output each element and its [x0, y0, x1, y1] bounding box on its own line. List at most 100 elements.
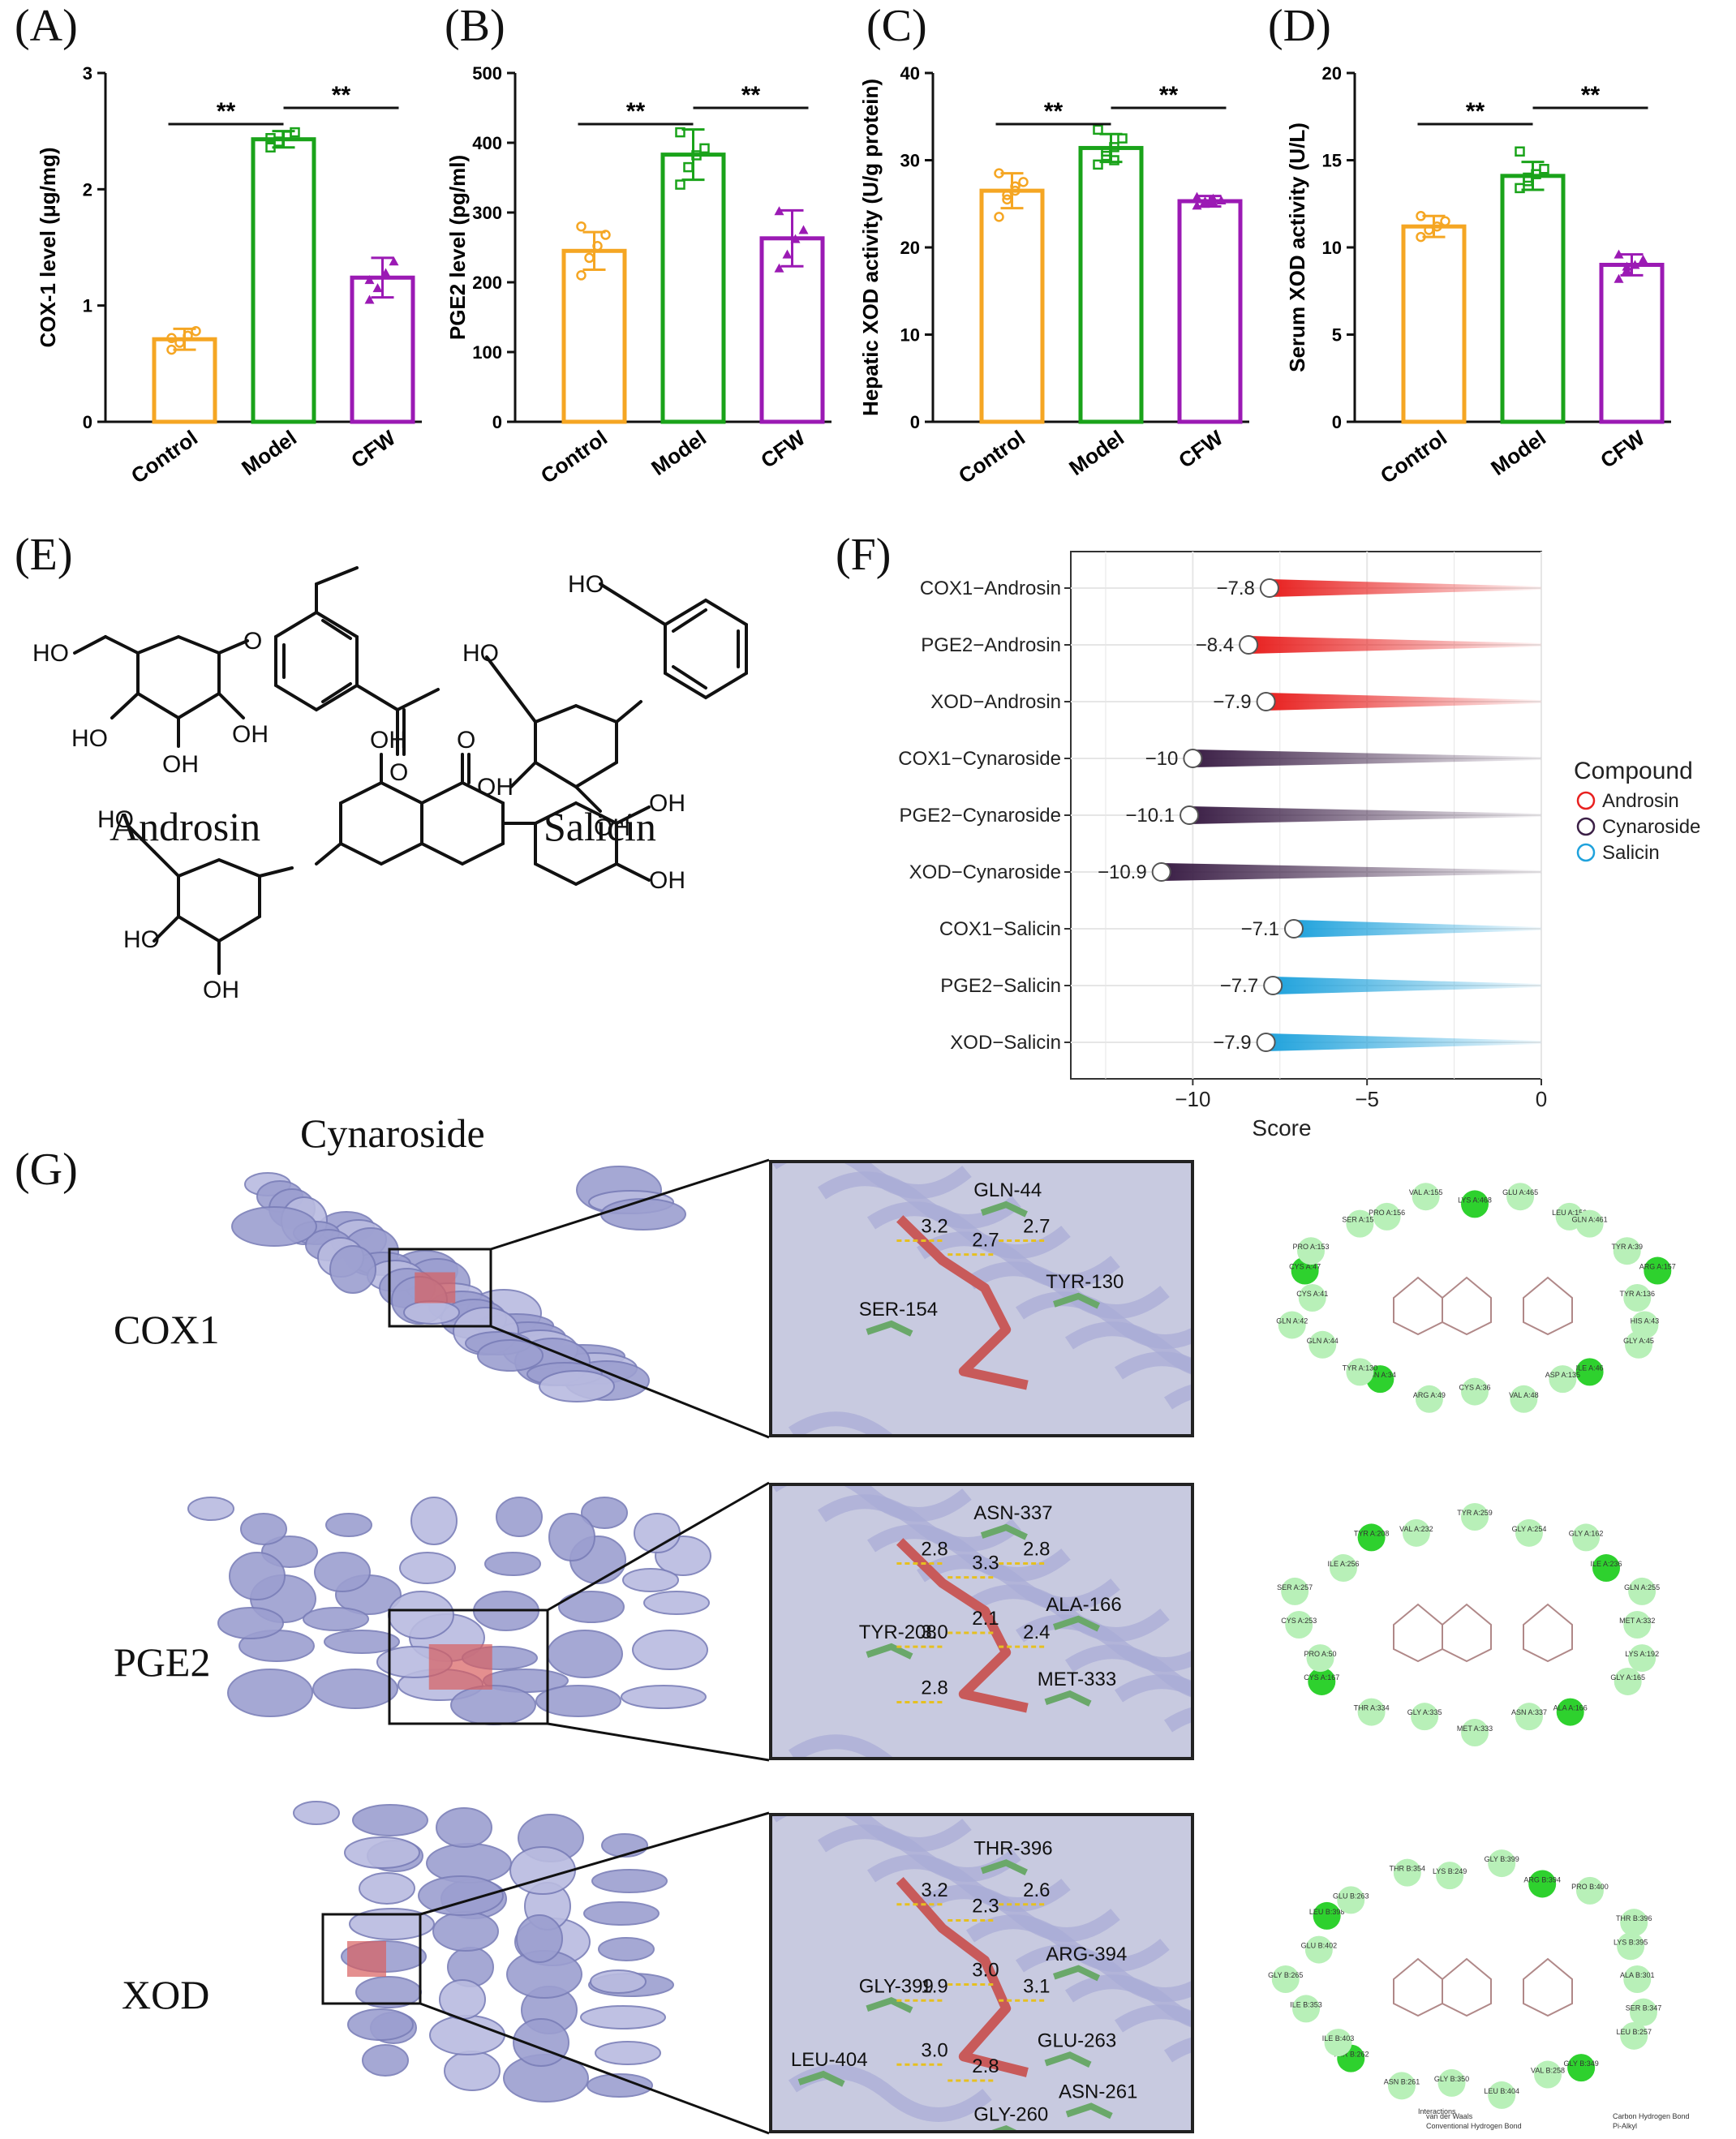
significance-label: ** — [741, 82, 761, 109]
residue-disc — [1623, 1611, 1652, 1639]
salicin-ho-label-1: HO — [462, 640, 499, 667]
residue-disc — [1387, 2072, 1416, 2100]
residue-disc — [1628, 1577, 1657, 1605]
closeup-drawing: GLN-44 TYR-130 SER-154 3.2 2.7 2.7 — [772, 1163, 1191, 1434]
residue-disc — [1308, 1330, 1337, 1359]
residue-label: SER-154 — [859, 1299, 938, 1321]
data-point — [265, 133, 276, 144]
ligand-ring — [1442, 1603, 1492, 1663]
zoom-line — [490, 1158, 770, 1251]
ribbon — [1115, 1351, 1191, 1380]
residue-stick — [991, 2124, 1017, 2130]
ligand-ring — [1393, 1603, 1443, 1663]
protein-ribbon — [583, 1901, 660, 1926]
data-point — [1440, 216, 1450, 226]
lollipop-stem — [1248, 636, 1541, 654]
residue-label: ASN-337 — [973, 1502, 1052, 1524]
data-point — [1208, 193, 1218, 203]
data-point — [774, 263, 784, 273]
zoom-line — [547, 1481, 770, 1612]
panel-label-c: (C) — [866, 1, 927, 51]
distance-label: 3.1 — [1023, 1975, 1050, 1997]
residue-disc — [1620, 2021, 1648, 2050]
protein-ribbon — [643, 1591, 710, 1615]
x-tick-label: CFW — [756, 425, 810, 473]
map-legend-entry: Carbon Hydrogen Bond — [1613, 2112, 1690, 2120]
ribbon — [867, 1201, 1071, 1259]
closeup-drawing: ASN-337 ALA-166 TYR-208 MET-333 2.8 3.3 2.8 3.0… — [772, 1486, 1191, 1757]
protein-ribbon — [240, 1513, 287, 1545]
significance-label: ** — [626, 98, 646, 125]
residue-stick — [1053, 1292, 1101, 1309]
ligand-stick — [896, 1538, 1029, 1713]
ribbon — [772, 1163, 972, 1199]
ribbon — [772, 1816, 972, 1852]
value-label: −10 — [1145, 748, 1179, 770]
cynaroside-o-label: O — [457, 727, 475, 754]
protein-ribbon — [432, 1911, 499, 1952]
y-tick-label: 0 — [83, 412, 92, 432]
distance-label: 2.7 — [972, 1230, 999, 1252]
cynaroside-ring-a — [339, 780, 423, 866]
residue-name: GLY A:335 — [1407, 1708, 1442, 1716]
residue-name: SER A:154 — [1342, 1216, 1377, 1224]
data-point — [774, 206, 784, 216]
data-point — [1630, 260, 1640, 269]
residue-disc — [1575, 1209, 1604, 1238]
bar — [1078, 145, 1144, 424]
residue-name: ARG B:394 — [1523, 1875, 1561, 1883]
residue-disc — [1346, 1209, 1374, 1238]
data-point — [699, 143, 710, 154]
value-label: −7.9 — [1213, 1032, 1251, 1054]
data-point — [1539, 164, 1549, 174]
binding-site-box — [388, 1248, 492, 1328]
residue-name: CYS A:167 — [1304, 1673, 1339, 1682]
residue-name: CYS A:41 — [1296, 1290, 1328, 1298]
residue-disc — [1461, 1377, 1489, 1406]
y-axis-label: Hepatic XOD activity (U/g protein) — [860, 79, 883, 416]
row-label: XOD−Cynaroside — [909, 861, 1061, 883]
residue-disc — [1628, 1644, 1657, 1673]
y-tick-label: 15 — [1322, 151, 1342, 171]
residue-name: GLU A:465 — [1502, 1188, 1538, 1196]
lollipop-head — [1256, 1033, 1276, 1052]
interaction-map: ALA B:301 SER B:347 LEU B:257 GLY B:349VAL … — [1268, 1849, 1690, 2130]
residue-stick — [797, 2070, 845, 2087]
residue-name: MET A:332 — [1619, 1617, 1655, 1625]
panel-label-b: (B) — [445, 1, 505, 51]
data-point — [372, 283, 383, 293]
residue-disc — [1623, 1284, 1652, 1312]
binding-site-box — [388, 1609, 549, 1725]
residue-name: GLY A:162 — [1569, 1529, 1604, 1537]
panel-label-f: (F) — [836, 530, 892, 580]
bar — [1599, 263, 1665, 424]
data-point — [1093, 124, 1103, 135]
protein-ribbon — [516, 1914, 563, 1963]
legend-marker — [1576, 843, 1596, 862]
protein-ribbon — [347, 2008, 414, 2041]
data-point — [1523, 172, 1533, 183]
compound-name-androsin: Androsin — [110, 804, 261, 849]
panel-label-d: (D) — [1268, 1, 1331, 51]
ribbon — [1065, 1644, 1191, 1698]
residue-name: GLN A:42 — [1276, 1316, 1308, 1325]
residue-label: THR-396 — [973, 1837, 1052, 1859]
data-point — [691, 150, 702, 161]
residue-stick — [980, 1859, 1028, 1876]
androsin-ho-label-1: HO — [32, 640, 69, 667]
residue-disc — [1575, 1358, 1604, 1386]
data-point — [994, 168, 1004, 178]
protein-ribbon — [312, 1669, 398, 1709]
data-point — [166, 344, 177, 355]
lollipop-head — [1263, 976, 1283, 995]
protein-ribbon — [217, 1607, 284, 1639]
androsin-benzene — [274, 610, 359, 712]
residue-disc — [1575, 1876, 1604, 1905]
lollipop-stem — [1189, 806, 1541, 824]
x-tick-label: Model — [1064, 425, 1128, 480]
androsin-ho-label-2: HO — [71, 725, 108, 752]
row-label: XOD−Salicin — [950, 1032, 1061, 1054]
zoom-lines — [187, 1158, 770, 2135]
distance-label: 2.6 — [1023, 1879, 1050, 1901]
panel-label-g: (G) — [15, 1145, 78, 1195]
